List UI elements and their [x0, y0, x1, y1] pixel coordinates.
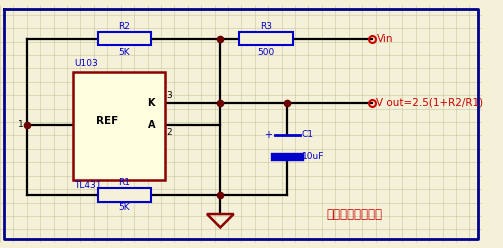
Text: 10uF: 10uF	[302, 152, 324, 161]
Text: 5K: 5K	[119, 203, 130, 212]
Text: R2: R2	[119, 22, 130, 31]
Text: +: +	[264, 129, 272, 140]
Text: 1: 1	[18, 121, 24, 129]
Text: REF: REF	[96, 116, 118, 126]
Text: Vin: Vin	[376, 34, 393, 44]
Text: U103: U103	[74, 60, 98, 68]
Text: R3: R3	[260, 22, 272, 31]
Text: 500: 500	[258, 48, 275, 57]
Text: K: K	[147, 98, 155, 108]
Bar	[98, 188, 151, 202]
Text: C1: C1	[302, 130, 314, 139]
Text: V out=2.5(1+R2/R1): V out=2.5(1+R2/R1)	[376, 98, 483, 108]
Text: 3: 3	[166, 91, 173, 100]
Bar	[239, 32, 293, 45]
Bar	[98, 32, 151, 45]
Text: 电子制作天地收藏: 电子制作天地收藏	[326, 208, 382, 220]
Text: 2: 2	[166, 128, 173, 137]
Text: A: A	[147, 120, 155, 130]
Text: 5K: 5K	[119, 48, 130, 57]
Bar	[73, 72, 165, 180]
Text: R1: R1	[119, 178, 131, 187]
Text: TL431: TL431	[74, 182, 101, 190]
